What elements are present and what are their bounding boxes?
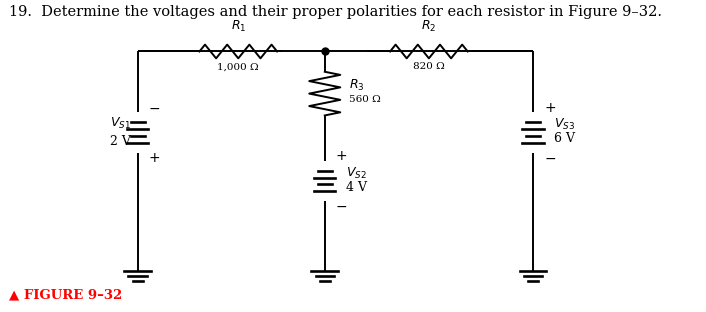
Text: ▲ FIGURE 9–32: ▲ FIGURE 9–32 — [9, 288, 122, 301]
Text: $+$: $+$ — [335, 149, 347, 163]
Text: 19.  Determine the voltages and their proper polarities for each resistor in Fig: 19. Determine the voltages and their pro… — [9, 5, 662, 19]
Text: 820 Ω: 820 Ω — [413, 62, 445, 71]
Text: $V_{S3}$: $V_{S3}$ — [554, 117, 575, 132]
Text: $-$: $-$ — [544, 151, 556, 164]
Text: $V_{S1}$: $V_{S1}$ — [109, 116, 131, 131]
Text: $+$: $+$ — [148, 151, 160, 164]
Text: 6 V: 6 V — [554, 132, 575, 145]
Text: 2 V: 2 V — [109, 135, 131, 149]
Text: $-$: $-$ — [148, 101, 160, 115]
Text: $-$: $-$ — [335, 199, 347, 213]
Text: $R_2$: $R_2$ — [421, 19, 436, 34]
Text: 4 V: 4 V — [346, 181, 367, 194]
Text: 1,000 Ω: 1,000 Ω — [217, 62, 259, 71]
Text: $V_{S2}$: $V_{S2}$ — [346, 166, 366, 181]
Text: $R_1$: $R_1$ — [231, 19, 246, 34]
Text: $+$: $+$ — [544, 101, 556, 115]
Text: 560 Ω: 560 Ω — [349, 95, 381, 104]
Text: $R_3$: $R_3$ — [349, 78, 365, 93]
